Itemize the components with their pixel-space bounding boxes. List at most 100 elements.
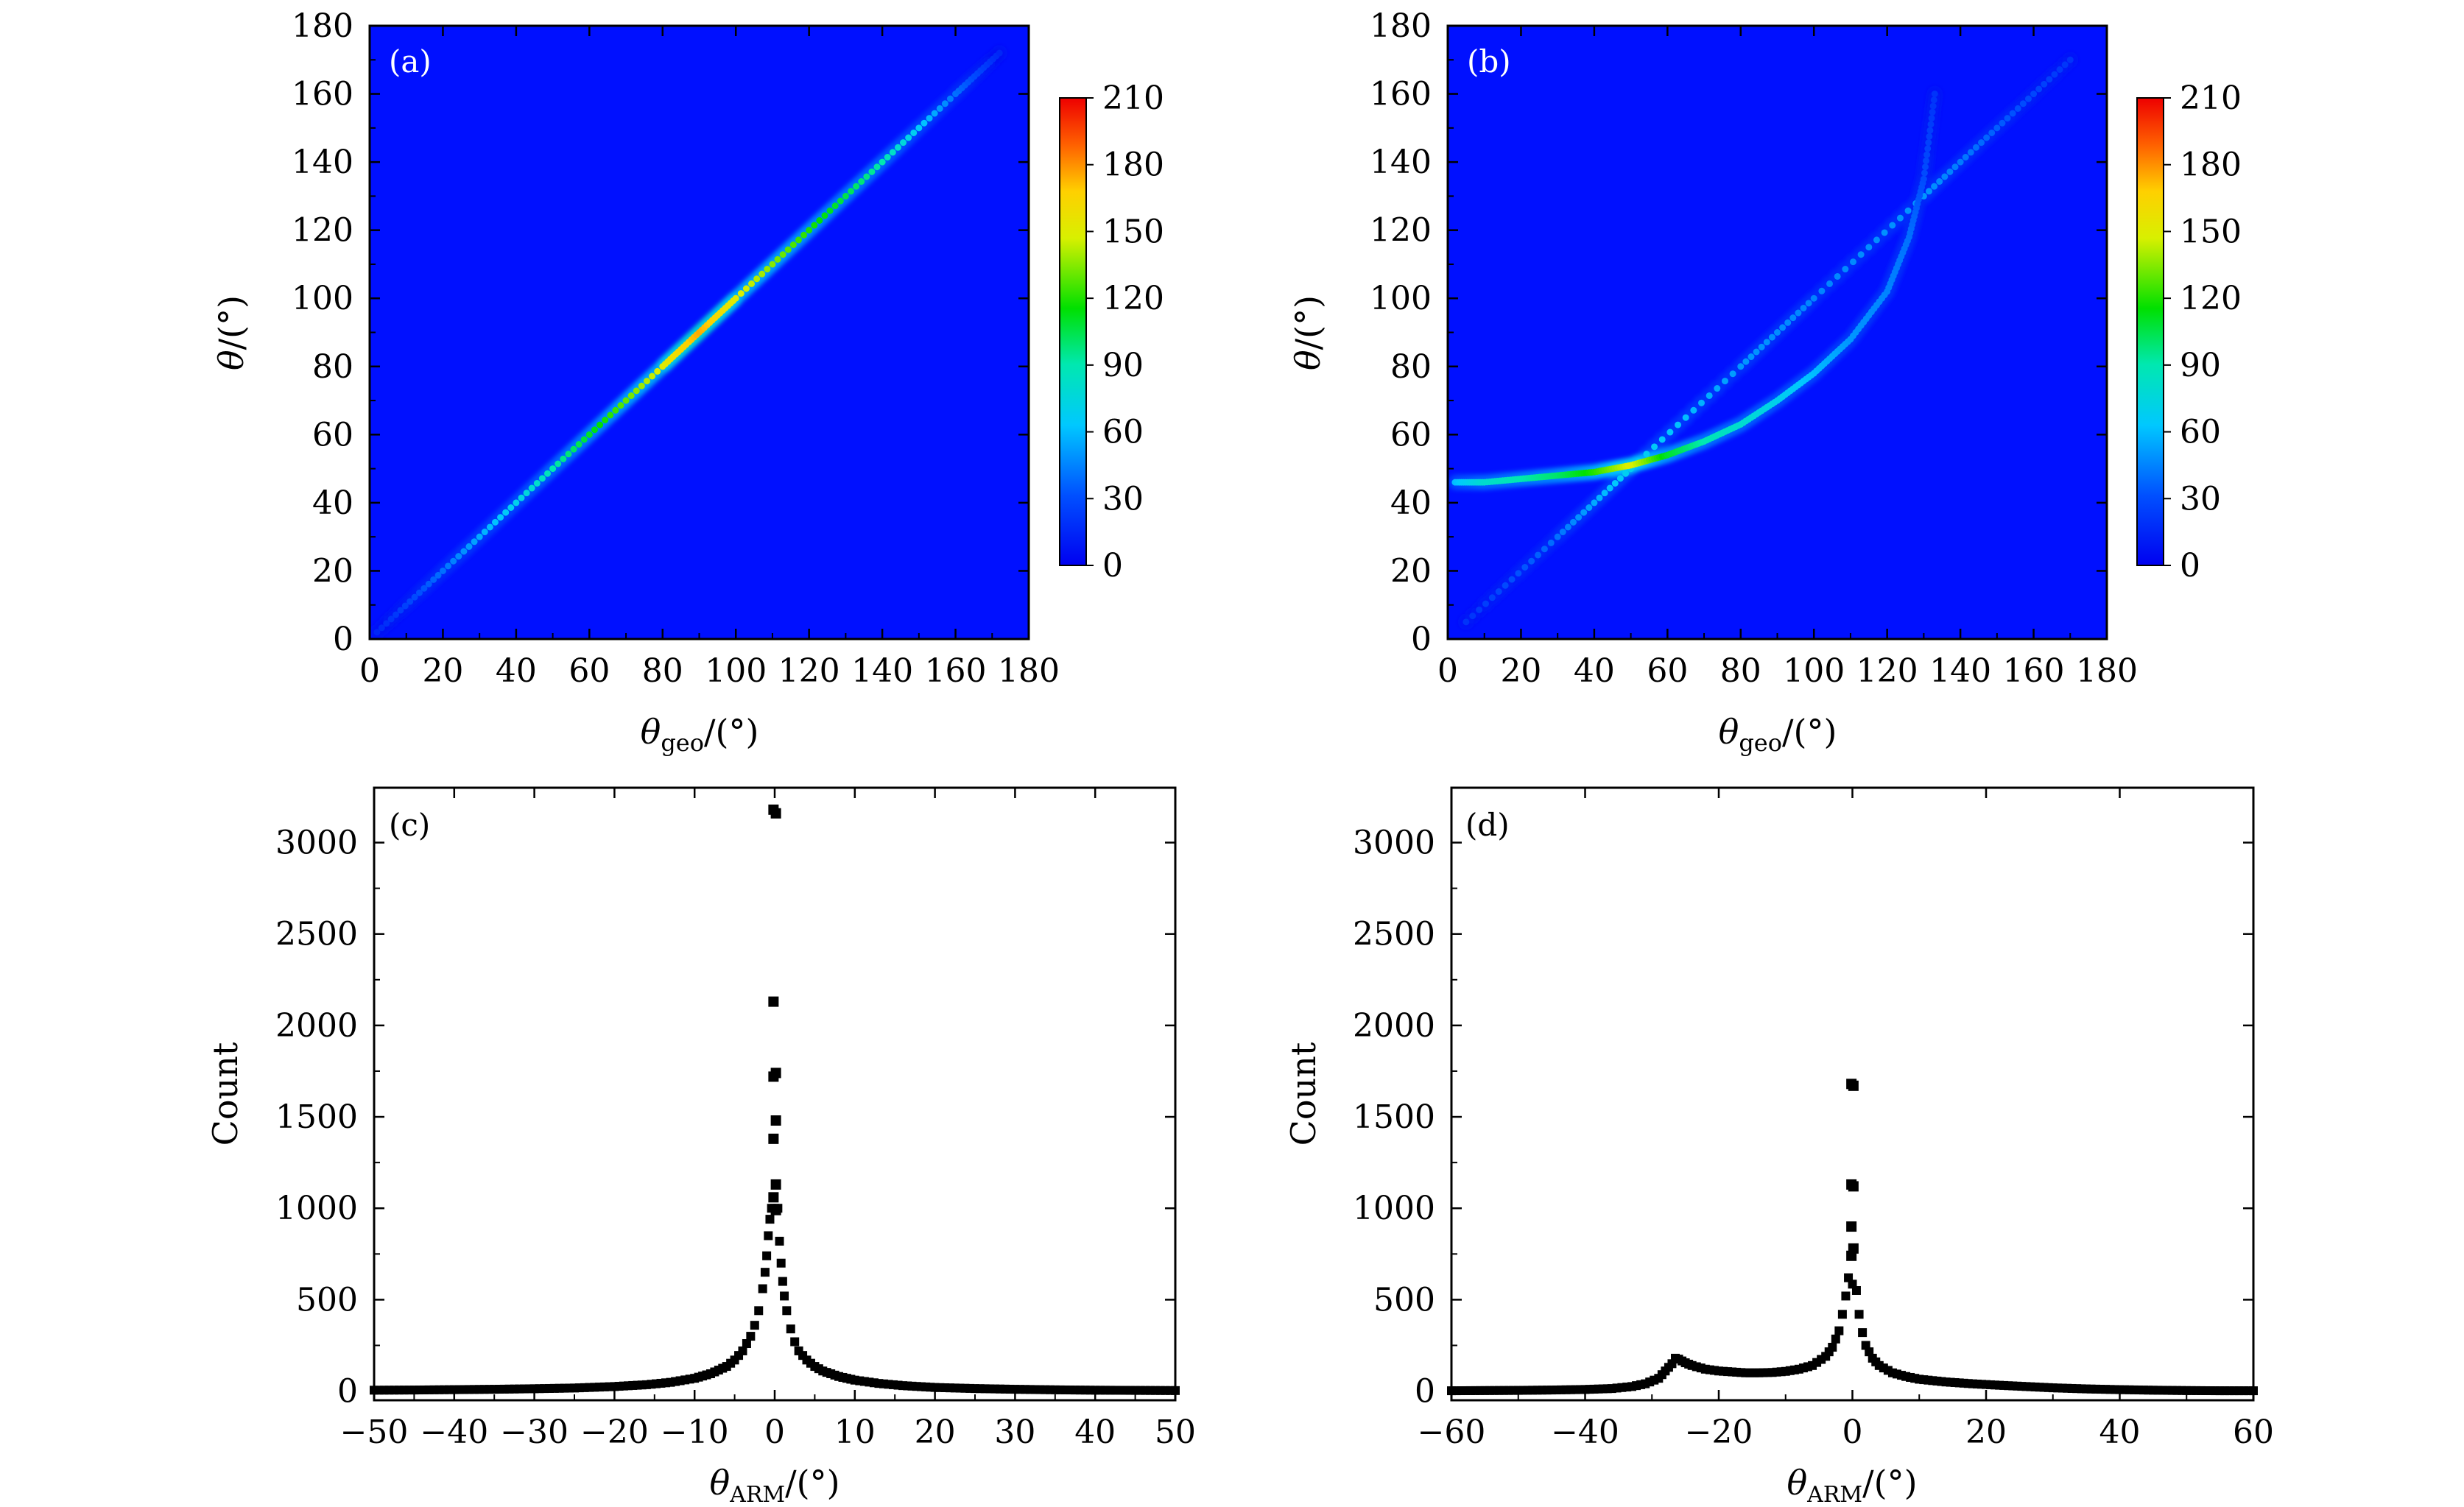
y-tick-label: 80 [312,348,353,386]
density-cell [654,367,661,375]
density-cell [996,49,1003,57]
colorbar-tick-label: 60 [1102,414,1144,451]
density-cell [1967,149,1974,156]
density-cell [2056,66,2063,73]
colorbar-ticks: 0 30 60 90 120 150 180 210 [1086,80,1164,585]
density-cell [1541,546,1548,553]
scatter-panel-c: −50 −40 −30 −20 −10 0 10 20 30 40 5005001000150020… [205,786,1196,1507]
data-point [1841,1291,1851,1301]
density-cell [879,158,886,166]
density-cell [1957,158,1964,166]
density-cell [784,246,792,253]
density-cell [649,373,656,380]
density-cell [941,100,948,107]
density-cell [1591,499,1598,507]
y-tick-label: 1500 [1353,1098,1435,1136]
density-cell [533,479,541,487]
axis-ticks: 0 20 40 60 80 100 120 140 160 180 0 20 40 60 80 100 120 1… [292,7,1060,690]
data-point [782,1306,792,1316]
density-cell [638,382,645,389]
density-cell [1747,353,1755,361]
density-cell [460,548,468,555]
density-cell [816,216,823,224]
colorbar-tick-label: 150 [2180,213,2242,250]
data-point [762,1251,772,1260]
density-cell [1923,157,1930,164]
peak-point [770,1204,781,1215]
colorbar-tick-label: 90 [2180,347,2221,384]
y-tick-label: 1500 [275,1098,358,1136]
data-point [786,1324,795,1334]
density-cell [1999,119,2006,127]
x-tick-label: 120 [1856,652,1918,690]
density-cell [1926,133,1933,140]
y-tick-label: 0 [333,621,353,658]
y-tick-label: 20 [312,552,353,590]
density-cell [544,470,552,477]
y-tick-label: 160 [1370,76,1432,113]
x-tick-label: 100 [1783,652,1845,690]
density-cell [1842,266,1849,273]
density-cell [1737,363,1745,370]
peak-point [770,808,781,819]
x-tick-label: 60 [2233,1414,2274,1451]
x-tick-label: 180 [998,652,1060,690]
density-cell [1857,251,1865,258]
x-tick-label: −40 [420,1414,488,1451]
density-cell [450,557,457,565]
density-cell [476,533,483,540]
density-cell [1881,229,1888,236]
x-tick-label: 60 [569,652,610,690]
density-cell [1606,484,1613,492]
density-cell [1784,319,1792,326]
density-cell [1924,145,1932,152]
peak-point [1846,1250,1857,1261]
density-cell [748,280,756,287]
density-cell [795,236,802,244]
density-cell [580,436,588,443]
colorbar-tick-label: 120 [2180,280,2242,317]
data-point [778,1277,787,1286]
data-point [754,1306,764,1316]
density-cell [1946,168,1954,175]
x-tick-label: 20 [1500,652,1541,690]
density-cell [617,402,624,409]
colorbar-tick-label: 30 [2180,480,2221,518]
density-cell [1535,551,1542,559]
heatmap-panel-b: 0 20 40 60 80 100 120 140 160 180 0 20 40 60 80 100 120 1… [1288,7,2242,757]
x-tick-label: −50 [340,1414,409,1451]
density-cell [1930,96,1937,104]
data-point [790,1337,800,1347]
x-tick-label: 40 [1574,652,1615,690]
density-cell [523,490,530,497]
y-tick-label: 3000 [1353,825,1435,862]
panel-label: (a) [389,43,432,80]
density-cell [831,202,839,210]
density-cell [518,494,525,501]
x-tick-label: 20 [915,1414,956,1451]
panel-label: (c) [389,807,430,843]
density-cell [1469,613,1476,620]
density-cell [507,504,515,511]
x-tick-label: 20 [1965,1414,2007,1451]
density-cell [430,576,437,583]
density-cell [868,168,876,175]
density-cell [1476,606,1483,613]
density-cell [811,222,818,229]
x-tick-label: −40 [1551,1414,1619,1451]
x-tick-label: 0 [764,1414,785,1451]
density-cell [439,567,446,574]
data-point [1858,1328,1868,1338]
density-cell [1928,115,1935,122]
density-cell [1611,479,1619,487]
density-cell [2035,85,2043,93]
colorbar-tick-label: 180 [1102,147,1164,184]
colorbar-tick-label: 210 [2180,80,2242,117]
density-cell [1849,258,1856,266]
data-point [742,1339,751,1349]
x-axis-label: θgeo/(°) [641,712,759,757]
density-cell [1666,428,1674,436]
density-cell [2030,91,2038,98]
colorbar [2136,97,2164,566]
heatmap-panel-a: 0 20 40 60 80 100 120 140 160 180 0 20 40 60 80 100 120 1… [211,7,1164,757]
